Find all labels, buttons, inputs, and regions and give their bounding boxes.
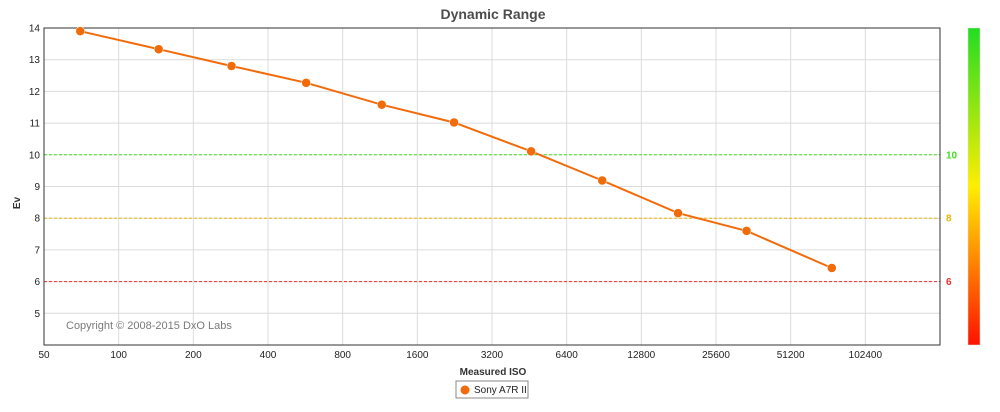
y-axis-ticks: 5 6 7 8 9 10 11 12 13 14 bbox=[29, 24, 41, 320]
dynamic-range-colorbar bbox=[967, 27, 981, 346]
data-point[interactable] bbox=[741, 226, 752, 236]
y-axis-title: Ev bbox=[12, 196, 23, 209]
x-tick-label: 50 bbox=[38, 350, 50, 361]
x-tick-label: 6400 bbox=[556, 350, 579, 361]
x-tick-label: 3200 bbox=[481, 350, 504, 361]
x-tick-label: 1600 bbox=[406, 350, 429, 361]
plot-frame bbox=[43, 27, 941, 346]
reference-line-label: 10 bbox=[946, 150, 958, 161]
y-tick-label: 10 bbox=[29, 150, 41, 161]
data-point[interactable] bbox=[673, 208, 683, 218]
reference-line-label: 6 bbox=[946, 277, 952, 288]
chart-title: Dynamic Range bbox=[440, 6, 545, 22]
data-point[interactable] bbox=[301, 78, 311, 88]
y-tick-label: 8 bbox=[34, 214, 40, 225]
data-point[interactable] bbox=[526, 146, 536, 157]
x-tick-label: 51200 bbox=[777, 350, 805, 361]
legend-marker-icon bbox=[460, 385, 470, 395]
y-tick-label: 11 bbox=[30, 119, 41, 130]
y-tick-label: 13 bbox=[29, 55, 41, 66]
reference-lines: 10 8 6 bbox=[44, 150, 958, 288]
y-tick-label: 6 bbox=[34, 277, 40, 288]
y-tick-label: 7 bbox=[34, 245, 40, 256]
data-point[interactable] bbox=[153, 44, 164, 54]
data-point[interactable] bbox=[597, 175, 607, 186]
legend[interactable]: Sony A7R II bbox=[455, 380, 529, 399]
data-point[interactable] bbox=[449, 117, 459, 128]
x-tick-label: 200 bbox=[185, 350, 202, 361]
data-point[interactable] bbox=[226, 61, 237, 71]
y-tick-label: 5 bbox=[34, 309, 40, 320]
x-tick-label: 12800 bbox=[627, 350, 655, 361]
reference-line-label: 8 bbox=[946, 214, 952, 225]
y-tick-label: 9 bbox=[34, 182, 40, 193]
data-point[interactable] bbox=[377, 99, 387, 110]
x-tick-label: 100 bbox=[110, 350, 127, 361]
data-point[interactable] bbox=[827, 263, 837, 273]
x-axis-title: Measured ISO bbox=[460, 367, 527, 378]
x-tick-label: 25600 bbox=[702, 350, 730, 361]
legend-label: Sony A7R II bbox=[474, 385, 527, 396]
data-point[interactable] bbox=[75, 26, 85, 36]
series-sony-a7r-ii bbox=[75, 26, 837, 273]
x-tick-label: 400 bbox=[260, 350, 277, 361]
x-tick-label: 102400 bbox=[849, 350, 883, 361]
legend-box bbox=[455, 380, 529, 399]
copyright-text: Copyright © 2008-2015 DxO Labs bbox=[66, 320, 232, 332]
y-tick-label: 12 bbox=[29, 87, 41, 98]
y-tick-label: 14 bbox=[29, 24, 41, 35]
x-axis-ticks: 50 100 200 400 800 1600 3200 6400 12800 25600 5120… bbox=[38, 350, 882, 361]
x-tick-label: 800 bbox=[334, 350, 351, 361]
